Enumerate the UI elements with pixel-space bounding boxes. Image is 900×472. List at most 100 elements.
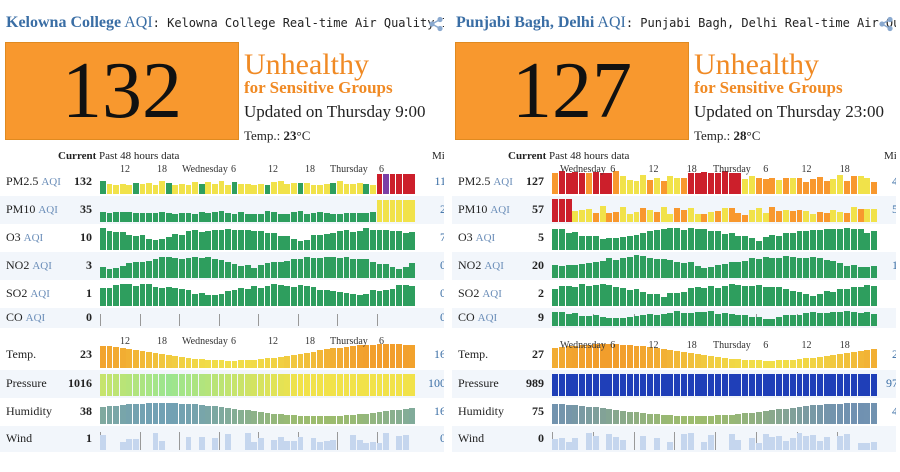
history-bar (350, 435, 356, 450)
tick-mark (337, 432, 338, 450)
history-bar-chart[interactable] (552, 170, 878, 194)
history-bar-chart[interactable] (552, 372, 878, 396)
history-bar (694, 374, 701, 396)
history-bar-chart[interactable] (100, 170, 416, 194)
station-panel-punjabi-bagh: Punjabi Bagh, Delhi AQI: Punjabi Bagh, D… (452, 0, 896, 472)
history-bar (558, 312, 565, 326)
history-bar (330, 214, 337, 222)
history-bar (572, 287, 579, 306)
share-icon[interactable] (428, 16, 444, 32)
history-bar (748, 210, 755, 222)
history-bar (844, 403, 851, 424)
history-bar (198, 437, 205, 450)
axis-label: 12 (268, 336, 278, 347)
history-bar (558, 286, 565, 306)
history-bar-chart[interactable] (100, 342, 416, 368)
history-bar (297, 354, 304, 368)
history-bar (728, 434, 735, 450)
history-bar (694, 416, 701, 424)
history-bar-chart[interactable] (100, 226, 416, 250)
history-bar (126, 284, 133, 306)
history-bar (317, 442, 324, 450)
history-bar-chart[interactable] (100, 372, 416, 396)
history-bar (284, 236, 291, 250)
history-bar (708, 416, 715, 424)
history-bar (762, 179, 769, 194)
history-bar (776, 180, 783, 194)
history-bar (816, 405, 823, 424)
history-bar (146, 239, 152, 250)
history-bar (742, 413, 749, 424)
history-bar (769, 258, 776, 278)
history-bar (708, 311, 715, 326)
history-bar (225, 434, 231, 450)
history-bar (742, 286, 749, 306)
history-bar-chart[interactable] (552, 400, 878, 424)
station-city-link[interactable]: Kelowna College (6, 14, 122, 31)
history-bar (613, 437, 620, 450)
history-bar (552, 229, 558, 250)
history-bar (126, 349, 133, 368)
history-bar-chart[interactable] (100, 428, 416, 450)
history-bar-chart[interactable] (100, 282, 416, 306)
history-bar (796, 231, 803, 250)
history-bar-chart[interactable] (552, 254, 878, 278)
axis-label: Thursday (713, 164, 751, 175)
history-bar (565, 314, 572, 326)
history-bar (579, 406, 586, 424)
history-bar (106, 288, 113, 306)
history-bar-chart[interactable] (552, 342, 878, 368)
history-bar-chart[interactable] (552, 310, 878, 326)
history-bar (396, 374, 403, 396)
history-bar (113, 374, 119, 396)
history-bar (552, 374, 558, 396)
history-bar-chart[interactable] (100, 310, 416, 326)
history-bar (552, 173, 558, 194)
history-bar (356, 440, 363, 450)
history-bar (640, 208, 647, 222)
tick-mark (377, 314, 378, 326)
history-bar (363, 443, 370, 450)
history-bar-chart[interactable] (552, 282, 878, 306)
history-bar-chart[interactable] (552, 226, 878, 250)
tick-mark (298, 314, 299, 326)
history-bar (225, 361, 231, 368)
history-bar (198, 359, 205, 368)
aqi-status-label: Unhealthy (244, 48, 369, 81)
history-bar (871, 286, 878, 306)
history-bar (742, 360, 749, 368)
row-pressure: Pressure 989 978 (452, 370, 896, 398)
history-bar (769, 235, 776, 250)
history-bar (803, 406, 810, 424)
history-bar (721, 171, 728, 194)
history-bar (626, 317, 633, 326)
history-bar (119, 212, 126, 222)
row-label: PM10 AQI (458, 202, 510, 217)
history-bar (769, 410, 776, 424)
history-bar (681, 313, 688, 326)
history-bar-chart[interactable] (552, 198, 878, 222)
history-bar (715, 357, 721, 368)
history-bar (106, 374, 113, 396)
history-bar (258, 231, 264, 250)
share-icon[interactable] (878, 16, 894, 32)
history-bar-chart[interactable] (100, 198, 416, 222)
history-bar (205, 295, 212, 306)
row-o3: O3 AQI 10 7 (0, 224, 444, 252)
history-bar (606, 285, 613, 306)
history-bar (558, 171, 565, 194)
min-value: 0 (440, 431, 444, 445)
history-bar (694, 173, 701, 194)
history-bar (864, 350, 871, 368)
row-no2: NO2 AQI 3 0 (0, 252, 444, 280)
history-bar-chart[interactable] (100, 400, 416, 424)
station-city-link[interactable]: Punjabi Bagh, Delhi (456, 14, 595, 31)
history-bar (674, 262, 681, 278)
history-bar (310, 374, 317, 396)
history-bar-chart[interactable] (552, 428, 878, 450)
history-bar (871, 266, 878, 278)
history-bar-chart[interactable] (100, 254, 416, 278)
history-bar (694, 214, 701, 222)
history-bar (323, 184, 330, 194)
history-bar (606, 344, 613, 368)
